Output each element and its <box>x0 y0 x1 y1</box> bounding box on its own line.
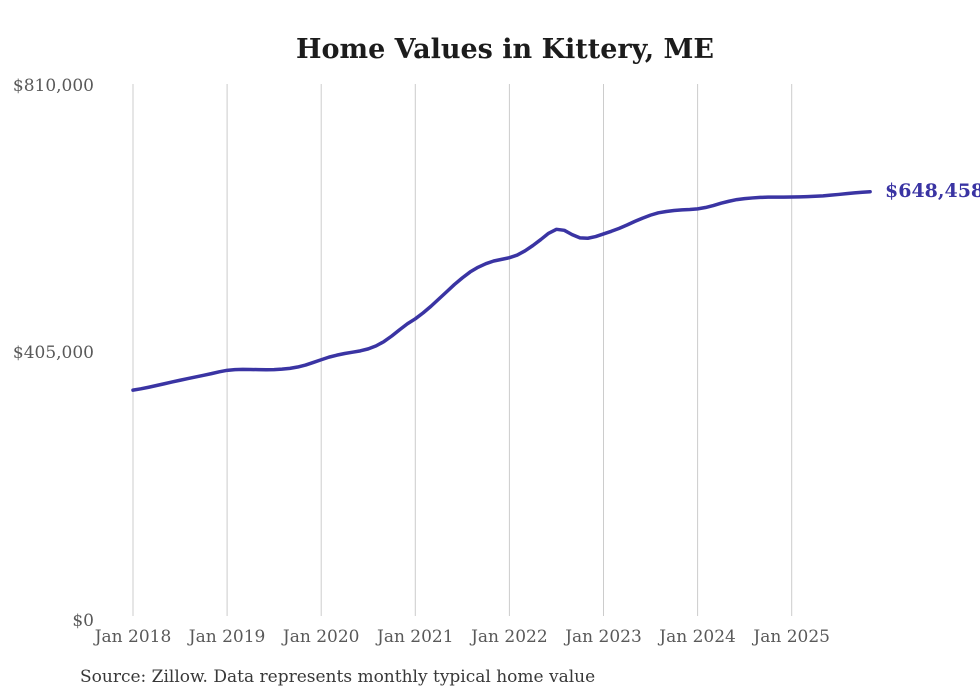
y-axis-tick-label-405000: $405,000 <box>13 343 94 363</box>
y-axis-tick-label-810000: $810,000 <box>13 76 94 96</box>
x-axis-ticks-group: Jan 2018 Jan 2019 Jan 2020 Jan 2021 Jan 2022… <box>93 627 830 647</box>
source-note: Source: Zillow. Data represents monthly … <box>80 667 595 687</box>
x-axis-tick-label: Jan 2024 <box>657 627 736 647</box>
home-value-line <box>131 189 872 392</box>
x-axis-tick-label: Jan 2025 <box>751 627 830 647</box>
x-axis-tick-label: Jan 2023 <box>563 627 642 647</box>
x-axis-tick-label: Jan 2022 <box>469 627 548 647</box>
end-value-label: $648,458 <box>885 180 980 202</box>
x-axis-tick-label: Jan 2021 <box>375 627 454 647</box>
gridlines-group <box>132 84 793 616</box>
x-axis-tick-label: Jan 2018 <box>93 627 172 647</box>
chart-title: Home Values in Kittery, ME <box>296 34 714 65</box>
x-axis-tick-label: Jan 2019 <box>187 627 266 647</box>
y-axis-tick-label-0: $0 <box>72 611 94 631</box>
x-axis-tick-label: Jan 2020 <box>281 627 360 647</box>
